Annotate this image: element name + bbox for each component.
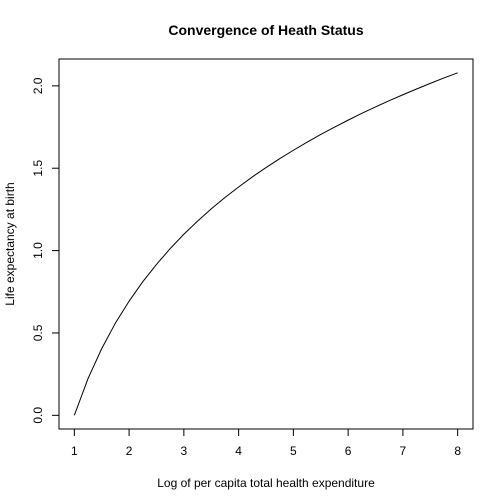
chart-title: Convergence of Heath Status [168, 22, 363, 38]
x-tick-label: 3 [181, 444, 188, 458]
x-tick-label: 5 [290, 444, 297, 458]
x-axis-label: Log of per capita total health expenditu… [157, 476, 375, 490]
y-tick-label: 2.0 [31, 77, 45, 94]
y-tick-label: 0.0 [31, 407, 45, 424]
y-axis: 0.0 0.5 1.0 1.5 2.0 [31, 77, 60, 424]
y-tick-label: 1.0 [31, 242, 45, 259]
x-tick-label: 1 [71, 444, 78, 458]
x-tick-label: 7 [400, 444, 407, 458]
x-axis: 1 2 3 4 5 6 7 8 [71, 428, 461, 458]
plot-frame [58, 58, 474, 430]
y-tick-label: 1.5 [31, 160, 45, 177]
x-tick-label: 2 [126, 444, 133, 458]
series-line [73, 72, 458, 416]
y-axis-label: Life expectancy at birth [3, 182, 17, 305]
x-tick-label: 4 [235, 444, 242, 458]
x-tick-label: 6 [345, 444, 352, 458]
y-tick-label: 0.5 [31, 324, 45, 341]
x-tick-label: 8 [454, 444, 461, 458]
